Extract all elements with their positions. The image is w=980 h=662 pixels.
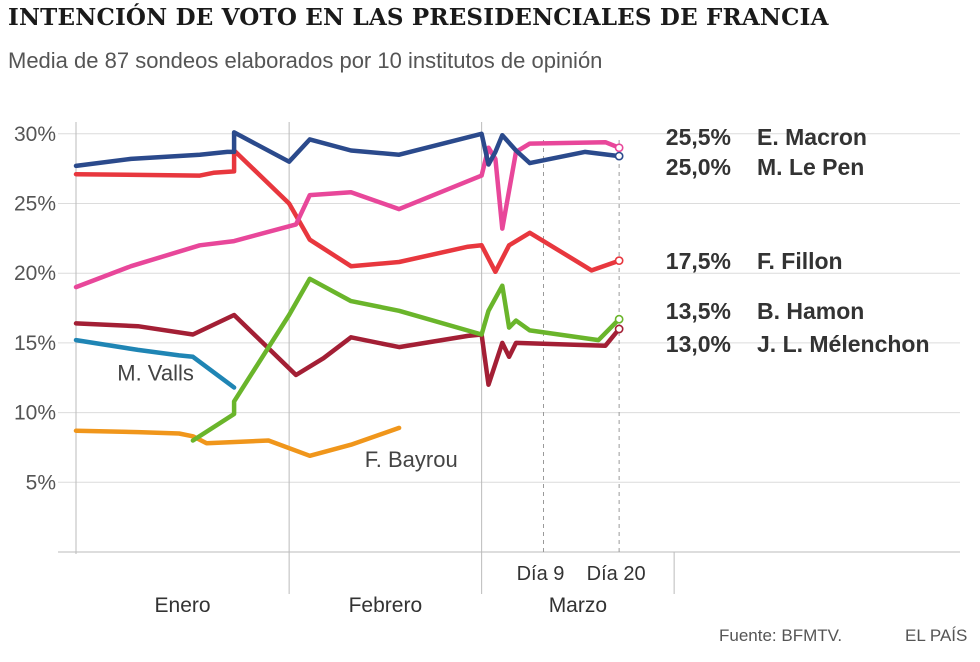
y-tick-label: 30% [14, 123, 56, 146]
series-line-m-valls [73, 337, 237, 390]
source-note: Fuente: BFMTV. [719, 626, 843, 645]
series-line-e-macron [73, 139, 622, 290]
candidate-label-e-macron: E. Macron [757, 124, 867, 150]
candidate-label-m-le-pen: M. Le Pen [757, 154, 864, 180]
y-tick-label: 25% [14, 193, 56, 216]
value-label-b-hamon: 13,5% [666, 298, 731, 324]
end-marker-f-fillon [614, 256, 624, 266]
series-lines [73, 130, 624, 459]
value-label-m-le-pen: 25,0% [666, 154, 731, 180]
candidate-label-j-l-melenchon: J. L. Mélenchon [757, 331, 930, 357]
day-marker-label: Día 9 [517, 563, 565, 585]
series-line-m-le-pen [73, 130, 622, 169]
series-line-f-bayrou [73, 425, 402, 459]
value-label-e-macron: 25,5% [666, 124, 731, 150]
end-marker-b-hamon [614, 314, 624, 324]
inline-label-f-bayrou: F. Bayrou [365, 447, 458, 472]
grid: 5% 10% 15% 20% 25% 30% [14, 123, 960, 494]
end-marker-e-macron [614, 143, 624, 153]
day-marker-label: Día 20 [587, 563, 646, 585]
value-label-f-fillon: 17,5% [666, 248, 731, 274]
y-tick-label: 15% [14, 332, 56, 355]
x-axis: Enero Febrero Marzo Día 9 Día 20 [58, 122, 960, 617]
candidate-label-f-fillon: F. Fillon [757, 248, 843, 274]
end-marker-j-l-melenchon [614, 324, 624, 334]
candidate-label-b-hamon: B. Hamon [757, 298, 864, 324]
month-label: Marzo [549, 594, 607, 617]
series-line-j-l-melenchon [73, 312, 622, 387]
chart-title: INTENCIÓN DE VOTO EN LAS PRESIDENCIALES … [8, 4, 829, 31]
month-label: Enero [155, 594, 211, 617]
y-tick-label: 10% [14, 402, 56, 425]
series-line-b-hamon [190, 276, 622, 443]
y-tick-label: 20% [14, 262, 56, 285]
series-line-f-fillon [73, 148, 622, 275]
end-marker-m-le-pen [614, 151, 624, 161]
y-tick-label: 5% [26, 471, 56, 494]
publisher-logo: EL PAÍS [905, 626, 968, 645]
value-label-j-l-melenchon: 13,0% [666, 331, 731, 357]
month-label: Febrero [349, 594, 423, 617]
series-labels: 25,5% E. Macron 25,0% M. Le Pen 17,5% F. Fill… [117, 124, 929, 472]
inline-label-m-valls: M. Valls [117, 361, 194, 386]
chart-subtitle: Media de 87 sondeos elaborados por 10 in… [8, 48, 603, 73]
